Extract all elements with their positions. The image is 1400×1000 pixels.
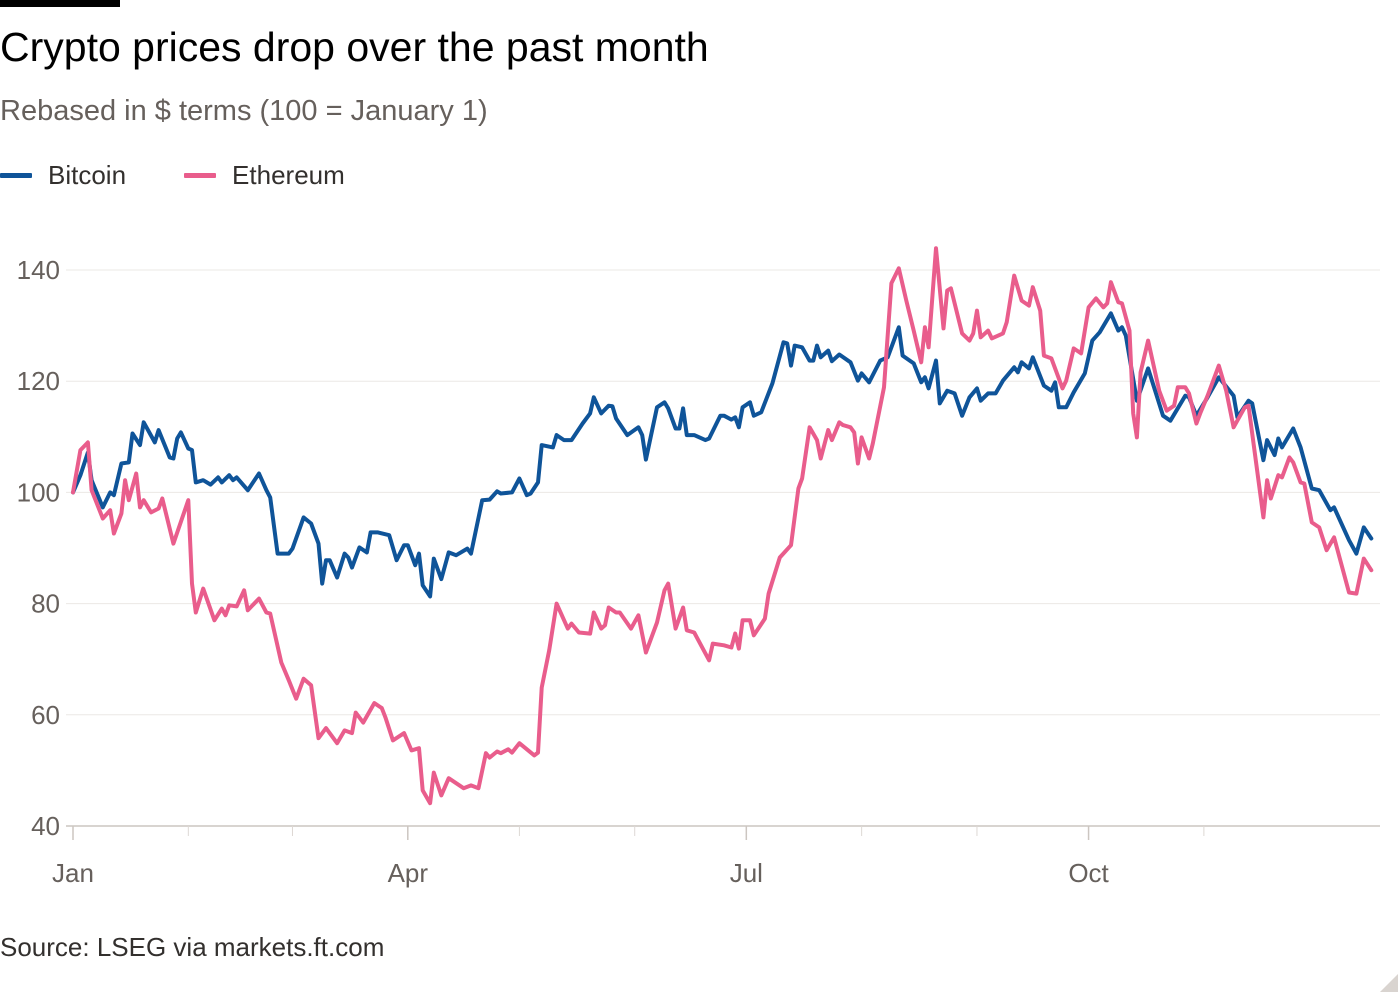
y-tick-label: 140 <box>17 255 60 285</box>
x-tick-label: Oct <box>1068 858 1109 888</box>
gridlines <box>66 269 1380 716</box>
series-line-bitcoin <box>71 311 1374 599</box>
legend-item-bitcoin: Bitcoin <box>0 160 126 191</box>
y-tick-label: 60 <box>31 700 60 730</box>
legend-swatch-ethereum <box>184 173 217 178</box>
axes: 40 60 80 100 120 140 Jan Apr Jul Oct <box>17 255 1380 888</box>
legend-swatch-bitcoin <box>0 173 32 178</box>
series-lines <box>71 246 1374 806</box>
legend-label-ethereum: Ethereum <box>232 160 345 190</box>
chart-title: Crypto prices drop over the past month <box>0 24 709 70</box>
resize-corner-icon <box>1380 974 1398 992</box>
legend-item-ethereum: Ethereum <box>184 160 345 191</box>
source-note: Source: LSEG via markets.ft.com <box>0 932 385 962</box>
x-tick-label: Apr <box>388 858 429 888</box>
y-tick-label: 120 <box>17 366 60 396</box>
legend: Bitcoin Ethereum <box>0 160 403 191</box>
x-tick-label: Jan <box>52 858 94 888</box>
y-tick-label: 100 <box>17 477 60 507</box>
chart-subtitle: Rebased in $ terms (100 = January 1) <box>0 95 488 127</box>
x-tick-label: Jul <box>730 858 763 888</box>
legend-label-bitcoin: Bitcoin <box>48 160 127 190</box>
y-tick-label: 40 <box>31 811 60 841</box>
series-line-ethereum <box>71 246 1374 806</box>
y-tick-label: 80 <box>31 589 60 619</box>
brand-top-bar <box>0 0 120 7</box>
